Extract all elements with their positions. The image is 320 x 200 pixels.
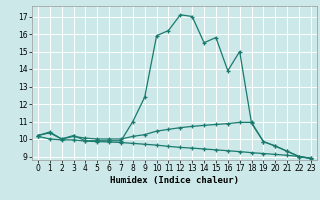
X-axis label: Humidex (Indice chaleur): Humidex (Indice chaleur) [110, 176, 239, 185]
